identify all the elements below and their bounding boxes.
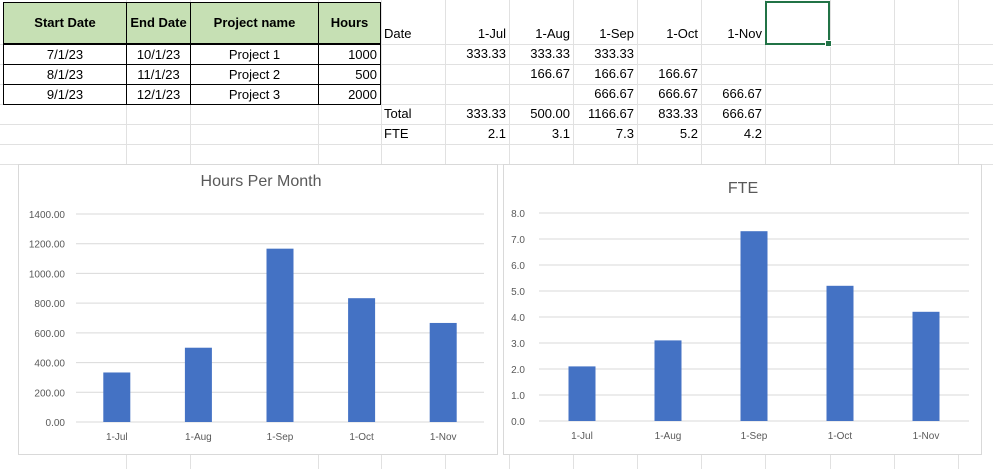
total-label[interactable]: Total [384,106,412,121]
month-header-cell[interactable]: 1-Nov [727,26,762,41]
month-value-cell[interactable]: 166.67 [594,66,634,81]
project-name-cell[interactable]: Project 1 [190,44,319,65]
x-tick-label: 1-Nov [913,431,940,442]
total-value-cell[interactable]: 666.67 [722,106,762,121]
month-value-cell[interactable] [445,64,509,84]
hours-cell[interactable]: 500 [318,64,381,85]
total-value-cell[interactable]: 333.33 [466,106,506,121]
end-date-cell[interactable]: 10/1/23 [126,44,191,65]
fte-value-cell[interactable]: 2.1 [487,126,506,141]
month-value-cell[interactable]: 333.33 [530,46,570,61]
fte-value-cell[interactable]: 3.1 [551,126,570,141]
month-header-cell[interactable]: 1-Jul [477,26,506,41]
fte-chart[interactable]: FTE 0.0 1.0 2.0 3.0 4.0 5.0 6.0 7.0 8.0 1-Jul 1-Aug… [503,164,982,455]
y-tick-label: 7.0 [511,235,525,246]
bar [568,366,596,421]
chart-title: FTE [728,180,758,197]
end-date-cell[interactable]: 11/1/23 [126,64,191,85]
y-tick-label: 3.0 [511,339,525,350]
project-name-cell[interactable]: Project 2 [190,64,319,85]
bar [348,298,376,422]
bar [429,322,457,422]
header-project-name[interactable]: Project name [190,2,319,44]
x-tick-label: 1-Sep [267,432,294,443]
y-tick-label: 200.00 [34,388,65,399]
x-tick-label: 1-Aug [185,432,212,443]
hours-cell[interactable]: 1000 [318,44,381,65]
end-date-cell[interactable]: 12/1/23 [126,84,191,105]
x-tick-label: 1-Jul [571,431,593,442]
y-tick-label: 600.00 [34,329,65,340]
y-tick-label: 8.0 [511,209,525,220]
bar [654,340,682,421]
total-value-cell[interactable]: 1166.67 [587,106,634,121]
y-tick-label: 1000.00 [29,269,66,280]
bar [740,231,768,421]
y-tick-label: 4.0 [511,313,525,324]
y-tick-label: 5.0 [511,287,525,298]
y-tick-label: 6.0 [511,261,525,272]
month-value-cell[interactable]: 666.67 [722,86,762,101]
x-tick-label: 1-Jul [106,432,128,443]
x-tick-label: 1-Oct [349,432,374,443]
month-value-cell[interactable]: 666.67 [594,86,634,101]
y-tick-label: 2.0 [511,365,525,376]
header-end-date[interactable]: End Date [126,2,191,44]
start-date-cell[interactable]: 9/1/23 [3,84,127,105]
month-header-cell[interactable]: 1-Sep [599,26,634,41]
month-value-cell[interactable]: 666.67 [658,86,698,101]
month-header-cell[interactable]: 1-Aug [535,26,570,41]
total-value-cell[interactable]: 833.33 [658,106,698,121]
x-tick-label: 1-Nov [430,432,457,443]
y-tick-label: 0.0 [511,417,525,428]
y-tick-label: 1400.00 [29,210,66,221]
header-start-date[interactable]: Start Date [3,2,127,44]
start-date-cell[interactable]: 8/1/23 [3,64,127,85]
month-value-cell[interactable]: 333.33 [466,46,506,61]
y-tick-label: 1200.00 [29,240,66,251]
y-tick-label: 400.00 [34,359,65,370]
header-hours[interactable]: Hours [318,2,381,44]
x-tick-label: 1-Oct [828,431,853,442]
date-label[interactable]: Date [384,26,412,41]
bar [266,248,294,422]
month-value-cell[interactable] [701,64,765,84]
bar [826,285,854,421]
month-value-cell[interactable] [637,44,701,64]
selected-cell[interactable] [765,1,832,47]
fte-value-cell[interactable]: 5.2 [679,126,698,141]
fte-value-cell[interactable]: 4.2 [743,126,762,141]
total-value-cell[interactable]: 500.00 [530,106,570,121]
bar [103,372,131,422]
month-value-cell[interactable] [509,84,573,104]
month-header-cell[interactable]: 1-Oct [666,26,698,41]
x-tick-label: 1-Sep [741,431,768,442]
y-tick-label: 1.0 [511,391,525,402]
project-name-cell[interactable]: Project 3 [190,84,319,105]
month-value-cell[interactable]: 333.33 [594,46,634,61]
x-tick-label: 1-Aug [655,431,682,442]
month-value-cell[interactable] [701,44,765,64]
fte-label[interactable]: FTE [384,126,409,141]
month-value-cell[interactable]: 166.67 [530,66,570,81]
month-value-cell[interactable]: 166.67 [658,66,698,81]
bar [184,347,212,422]
y-tick-label: 0.00 [46,418,66,429]
month-value-cell[interactable] [445,84,509,104]
fte-value-cell[interactable]: 7.3 [615,126,634,141]
start-date-cell[interactable]: 7/1/23 [3,44,127,65]
bar [912,311,940,421]
chart-title: Hours Per Month [201,173,322,190]
y-tick-label: 800.00 [34,299,65,310]
hours-cell[interactable]: 2000 [318,84,381,105]
hours-per-month-chart[interactable]: Hours Per Month 0.00 200.00 400.00 600.00 800… [18,164,498,455]
